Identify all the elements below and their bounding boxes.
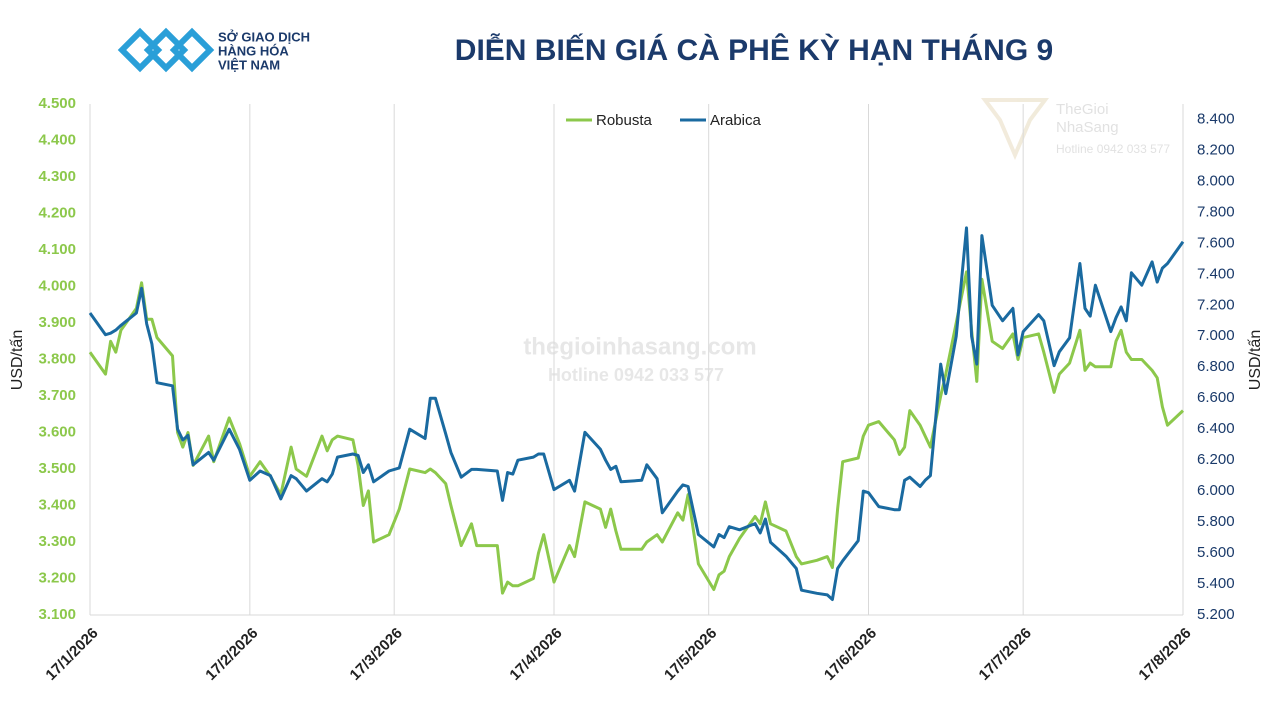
y-axis-label: USD/tấn — [9, 330, 26, 390]
x-tick-label: 17/4/2026 — [506, 625, 565, 684]
y2-tick-label: 6.800 — [1197, 358, 1235, 375]
y2-tick-label: 8.000 — [1197, 172, 1235, 189]
x-tick-label: 17/3/2026 — [347, 625, 406, 684]
y2-tick-label: 7.200 — [1197, 296, 1235, 313]
y-tick-label: 3.700 — [38, 387, 76, 404]
y-tick-label: 4.100 — [38, 241, 76, 258]
x-tick-label: 17/1/2026 — [42, 625, 101, 684]
legend-label: Arabica — [710, 112, 762, 129]
legend-label: Robusta — [596, 112, 653, 129]
y-tick-label: 4.000 — [38, 277, 76, 294]
y2-tick-label: 7.400 — [1197, 265, 1235, 282]
x-tick-label: 17/2/2026 — [202, 625, 261, 684]
y2-tick-label: 5.200 — [1197, 606, 1235, 623]
watermark: thegioinhasang.com Hotline 0942 033 577 … — [523, 98, 1170, 385]
y-tick-label: 4.500 — [38, 95, 76, 112]
watermark-text: TheGioi — [1056, 101, 1109, 118]
watermark-icon — [981, 98, 1049, 161]
y2-tick-label: 7.600 — [1197, 234, 1235, 251]
series-line — [88, 270, 1185, 595]
y2-axis-label: USD/tấn — [1247, 330, 1264, 390]
y-tick-label: 3.200 — [38, 569, 76, 586]
x-tick-label: 17/7/2026 — [976, 625, 1035, 684]
y2-tick-label: 6.000 — [1197, 482, 1235, 499]
y2-tick-label: 7.000 — [1197, 327, 1235, 344]
y-tick-label: 3.100 — [38, 606, 76, 623]
x-tick-label: 17/8/2026 — [1135, 625, 1194, 684]
watermark-text: Hotline 0942 033 577 — [1056, 142, 1170, 156]
y-tick-label: 3.900 — [38, 314, 76, 331]
logo-text: VIỆT NAM — [218, 57, 280, 72]
y2-tick-label: 8.200 — [1197, 141, 1235, 158]
y-tick-label: 4.200 — [38, 204, 76, 221]
y2-tick-label: 5.800 — [1197, 513, 1235, 530]
watermark-text: NhaSang — [1056, 119, 1119, 136]
series-line — [88, 226, 1185, 601]
x-tick-label: 17/5/2026 — [661, 625, 720, 684]
y2-tick-label: 5.400 — [1197, 575, 1235, 592]
watermark-text: thegioinhasang.com — [523, 333, 756, 360]
y2-tick-label: 6.600 — [1197, 389, 1235, 406]
watermark-text: Hotline 0942 033 577 — [548, 365, 724, 385]
y2-tick-label: 7.800 — [1197, 203, 1235, 220]
y2-tick-label: 6.200 — [1197, 451, 1235, 468]
chart-title: DIỄN BIẾN GIÁ CÀ PHÊ KỲ HẠN THÁNG 9 — [455, 33, 1053, 67]
y-tick-label: 3.400 — [38, 496, 76, 513]
y2-tick-label: 6.400 — [1197, 420, 1235, 437]
logo-mark — [117, 27, 215, 73]
y-tick-label: 4.300 — [38, 168, 76, 185]
y2-tick-label: 8.400 — [1197, 110, 1235, 127]
y2-tick-label: 5.600 — [1197, 544, 1235, 561]
logo: SỞ GIAO DỊCH HÀNG HÓA VIỆT NAM — [117, 27, 310, 73]
y-tick-label: 3.600 — [38, 423, 76, 440]
y-tick-label: 3.500 — [38, 460, 76, 477]
logo-text: SỞ GIAO DỊCH — [218, 29, 310, 44]
logo-text: HÀNG HÓA — [218, 43, 289, 58]
y-tick-label: 4.400 — [38, 131, 76, 148]
y-tick-label: 3.300 — [38, 533, 76, 550]
x-tick-label: 17/6/2026 — [821, 625, 880, 684]
y-tick-label: 3.800 — [38, 350, 76, 367]
